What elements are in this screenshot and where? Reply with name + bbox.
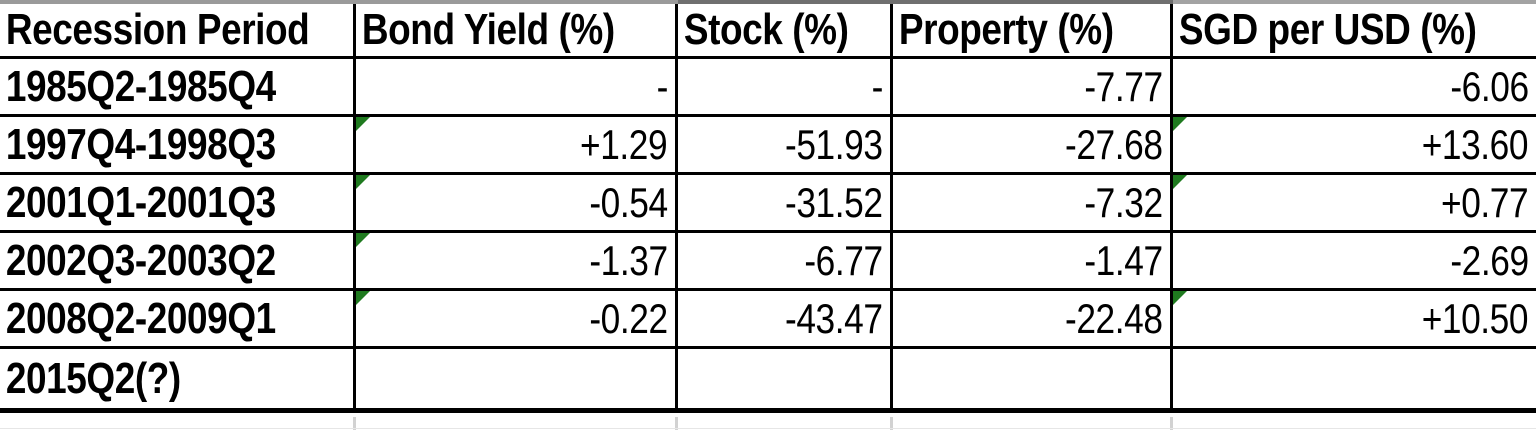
- cell-text: -2.69: [1450, 236, 1529, 284]
- col-header-recession-period[interactable]: Recession Period: [0, 4, 356, 59]
- cell-text: -: [871, 62, 883, 110]
- cell-period[interactable]: 2015Q2(?): [0, 349, 356, 413]
- cell-property[interactable]: -22.48: [893, 291, 1173, 349]
- col-header-bond-yield[interactable]: Bond Yield (%): [356, 4, 678, 59]
- cell-property[interactable]: [893, 349, 1173, 413]
- gridline-bottom-faint: [0, 428, 1536, 429]
- cell-sgd-per-usd[interactable]: -2.69: [1173, 233, 1536, 291]
- cell-sgd-per-usd[interactable]: +13.60: [1173, 117, 1536, 175]
- cell-period[interactable]: 2008Q2-2009Q1: [0, 291, 356, 349]
- cell-text: -51.93: [784, 120, 883, 168]
- cell-text: +13.60: [1422, 120, 1529, 168]
- cell-text: -7.32: [1084, 178, 1163, 226]
- error-indicator-triangle-icon: [356, 117, 370, 131]
- cell-text: -27.68: [1064, 120, 1163, 168]
- col-header-label: Property (%): [898, 5, 1114, 54]
- table-row-2008: 2008Q2-2009Q1 -0.22 -43.47 -22.48 +10.50: [0, 291, 1536, 349]
- col-header-sgd-per-usd[interactable]: SGD per USD (%): [1173, 4, 1536, 59]
- cell-bond-yield[interactable]: -: [356, 59, 678, 117]
- cell-property[interactable]: -7.77: [893, 59, 1173, 117]
- cell-text: -6.77: [804, 236, 883, 284]
- cell-stock[interactable]: -: [678, 59, 893, 117]
- cell-bond-yield[interactable]: -1.37: [356, 233, 678, 291]
- cell-sgd-per-usd[interactable]: +10.50: [1173, 291, 1536, 349]
- error-indicator-triangle-icon: [356, 291, 370, 305]
- cell-text: +1.29: [580, 120, 668, 168]
- cell-period[interactable]: 1997Q4-1998Q3: [0, 117, 356, 175]
- cell-text: -43.47: [784, 294, 883, 342]
- col-header-stock[interactable]: Stock (%): [678, 4, 893, 59]
- cell-property[interactable]: -1.47: [893, 233, 1173, 291]
- table-row-2001: 2001Q1-2001Q3 -0.54 -31.52 -7.32 +0.77: [0, 175, 1536, 233]
- cell-bond-yield[interactable]: [356, 349, 678, 413]
- cell-stock[interactable]: -51.93: [678, 117, 893, 175]
- cell-text: -0.54: [589, 178, 668, 226]
- col-header-property[interactable]: Property (%): [893, 4, 1173, 59]
- cell-text: 2001Q1-2001Q3: [5, 177, 276, 227]
- gridline-stub: [353, 417, 356, 430]
- cell-text: 2015Q2(?): [5, 353, 181, 403]
- cell-property[interactable]: -27.68: [893, 117, 1173, 175]
- cell-text: 1985Q2-1985Q4: [5, 61, 276, 111]
- cell-property[interactable]: -7.32: [893, 175, 1173, 233]
- recession-returns-table: Recession Period Bond Yield (%) Stock (%…: [0, 4, 1536, 413]
- table-row-2002: 2002Q3-2003Q2 -1.37 -6.77 -1.47 -2.69: [0, 233, 1536, 291]
- gridline-stub: [675, 417, 678, 430]
- cell-stock[interactable]: -6.77: [678, 233, 893, 291]
- gridline-stub: [1170, 417, 1173, 430]
- cell-sgd-per-usd[interactable]: -6.06: [1173, 59, 1536, 117]
- header-row: Recession Period Bond Yield (%) Stock (%…: [0, 4, 1536, 59]
- cell-stock[interactable]: -43.47: [678, 291, 893, 349]
- col-header-label: Stock (%): [683, 5, 849, 54]
- cell-text: -22.48: [1064, 294, 1163, 342]
- cell-text: -7.77: [1084, 62, 1163, 110]
- cell-text: -0.22: [589, 294, 668, 342]
- cell-text: -1.47: [1084, 236, 1163, 284]
- table-row-2015: 2015Q2(?): [0, 349, 1536, 413]
- table-row-1997: 1997Q4-1998Q3 +1.29 -51.93 -27.68 +13.60: [0, 117, 1536, 175]
- partial-row-above-gridline: [0, 0, 1536, 4]
- cell-text: -1.37: [589, 236, 668, 284]
- cell-stock[interactable]: -31.52: [678, 175, 893, 233]
- error-indicator-triangle-icon: [1173, 291, 1187, 305]
- cell-period[interactable]: 1985Q2-1985Q4: [0, 59, 356, 117]
- cell-text: -31.52: [784, 178, 883, 226]
- table-row-1985: 1985Q2-1985Q4 - - -7.77 -6.06: [0, 59, 1536, 117]
- cell-text: 2002Q3-2003Q2: [5, 235, 276, 285]
- error-indicator-triangle-icon: [356, 175, 370, 189]
- cell-text: +10.50: [1422, 294, 1529, 342]
- error-indicator-triangle-icon: [1173, 117, 1187, 131]
- cell-text: +0.77: [1441, 178, 1529, 226]
- cell-sgd-per-usd[interactable]: [1173, 349, 1536, 413]
- cell-text: 2008Q2-2009Q1: [5, 293, 276, 343]
- cell-period[interactable]: 2002Q3-2003Q2: [0, 233, 356, 291]
- cell-text: -6.06: [1450, 62, 1529, 110]
- error-indicator-triangle-icon: [356, 233, 370, 247]
- col-header-label: SGD per USD (%): [1178, 5, 1477, 54]
- gridline-stub: [890, 417, 893, 430]
- cell-bond-yield[interactable]: -0.54: [356, 175, 678, 233]
- error-indicator-triangle-icon: [1173, 175, 1187, 189]
- cell-period[interactable]: 2001Q1-2001Q3: [0, 175, 356, 233]
- col-header-label: Bond Yield (%): [361, 5, 615, 54]
- cell-text: -: [656, 62, 668, 110]
- col-header-label: Recession Period: [5, 5, 310, 54]
- cell-bond-yield[interactable]: +1.29: [356, 117, 678, 175]
- cell-text: 1997Q4-1998Q3: [5, 119, 276, 169]
- cell-stock[interactable]: [678, 349, 893, 413]
- cell-sgd-per-usd[interactable]: +0.77: [1173, 175, 1536, 233]
- cell-bond-yield[interactable]: -0.22: [356, 291, 678, 349]
